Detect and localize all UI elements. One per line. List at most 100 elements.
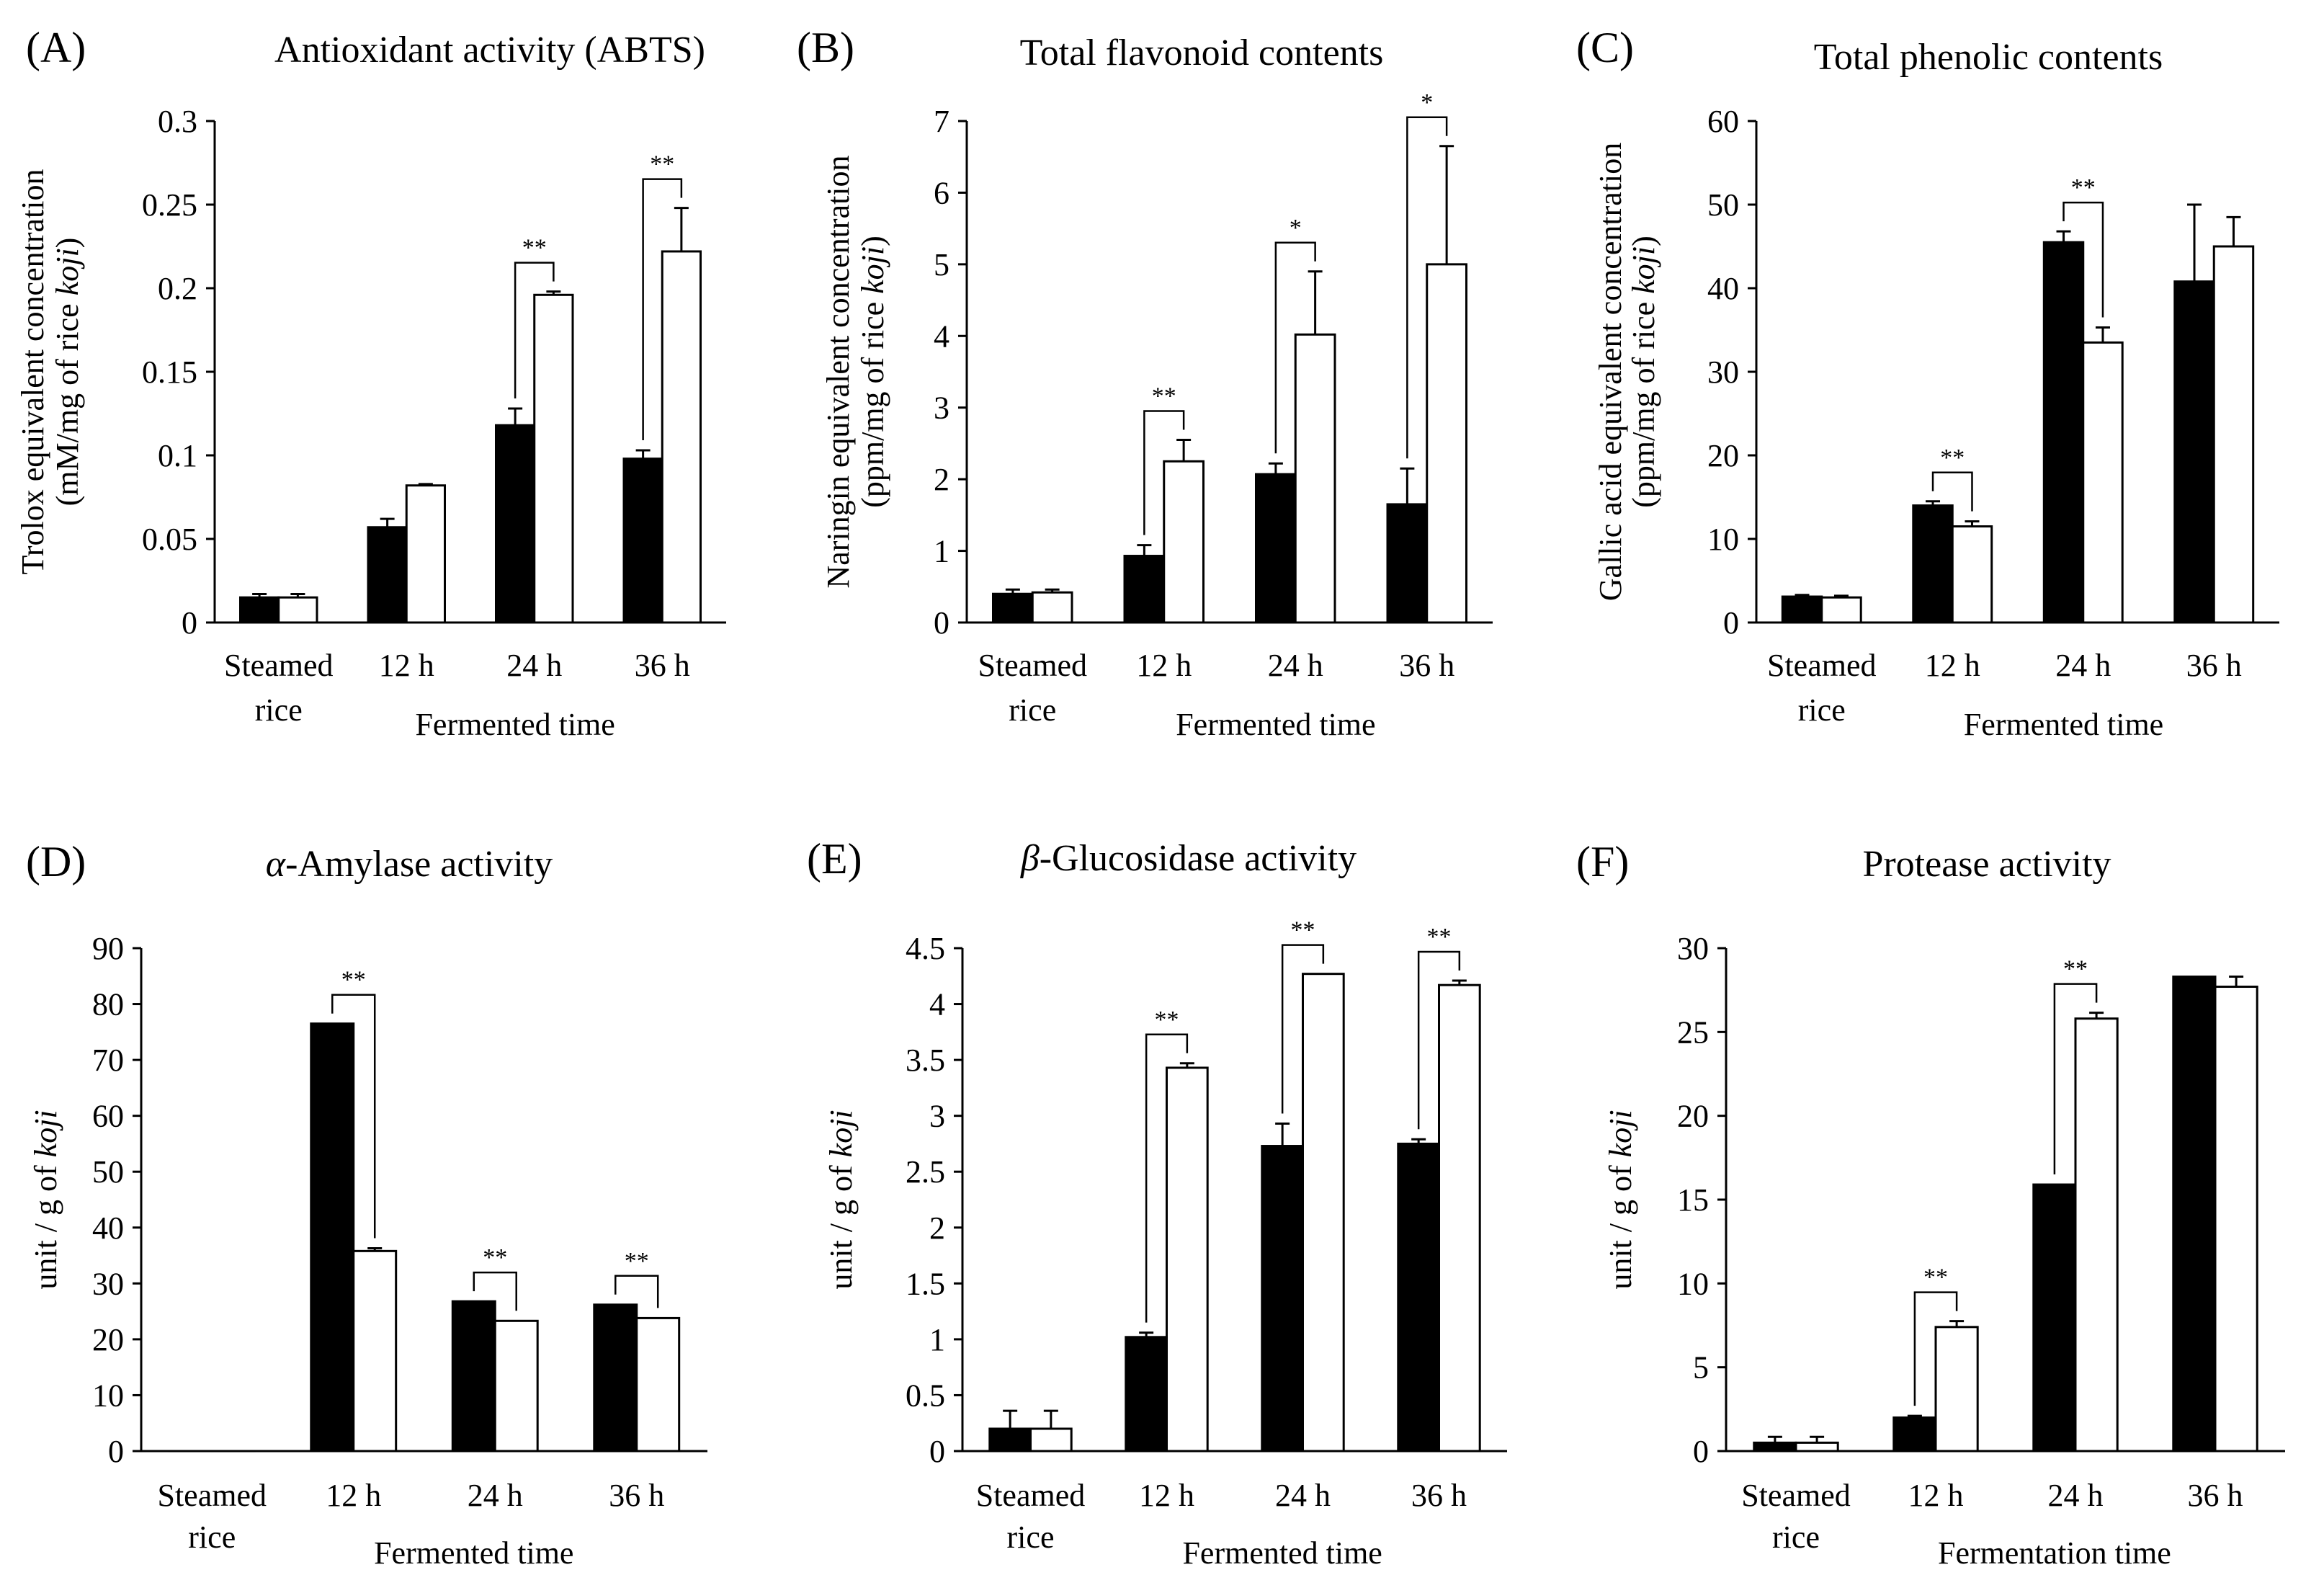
significance-label: ** [1152,383,1176,409]
panel-label: (B) [797,24,854,71]
bar-filled [1386,503,1429,624]
y-tick-label: 5 [1693,1350,1709,1386]
y-tick-label: 30 [1677,931,1709,966]
y-tick-label: 3 [934,391,949,426]
x-axis-label: Fermented time [1182,1535,1382,1571]
significance-bracket [473,1271,517,1311]
x-axis-label: Fermented time [374,1535,573,1571]
bar-open [2074,1017,2119,1453]
significance-label: ** [522,235,547,262]
x-tick-label: rice [1798,692,1846,728]
bar-open [1163,460,1205,624]
significance-bracket [1931,471,1973,512]
x-tick-label: 12 h [1925,648,1980,683]
significance-label: ** [1427,924,1452,950]
panel-c: (C) Total phenolic contents 0 10 20 30 40 50 60 G… [1576,24,2279,742]
y-tick-label: 40 [1707,271,1739,306]
bar-open [1031,591,1073,624]
significance-label: ** [2071,174,2096,201]
bar-filled [1753,1441,1797,1453]
y-tick-label: 2.5 [906,1154,945,1190]
y-tick-label: 10 [92,1378,124,1413]
x-tick-label: rice [188,1520,236,1555]
x-axis-label: Fermented time [1176,707,1375,742]
y-tick-label: 70 [92,1043,124,1078]
y-tick-label: 0.25 [142,187,197,223]
bar-filled [1125,1336,1168,1453]
x-tick-label: 24 h [506,648,562,683]
chart-title: β-Glucosidase activity [1020,838,1357,879]
bar-filled [593,1303,638,1453]
bar-open [352,1249,398,1453]
panel-label: (A) [26,24,86,71]
bar-open [277,596,318,624]
y-tick-label: 10 [1707,522,1739,557]
y-tick-label: 4 [929,987,945,1022]
x-tick-label: rice [1772,1520,1820,1555]
significance-label: ** [1155,1007,1179,1033]
bar-filled [992,592,1034,624]
x-tick-label: 12 h [1908,1478,1964,1513]
y-axis-label-line1: Trolox equivalent concentration [15,169,50,575]
y-tick-label: 0 [108,1434,124,1469]
panel-e: (E) β-Glucosidase activity 0 0.5 1 1.5 2 2.5 3 3.… [807,835,1507,1571]
bar-open [493,1319,539,1453]
y-tick-label: 2 [929,1210,945,1246]
x-tick-label: 36 h [2188,1478,2243,1513]
bar-filled [2042,241,2085,624]
panel-b: (B) Total flavonoid contents 0 1 2 3 4 5 6 7 Narin… [797,24,1493,742]
x-axis-label: Fermented time [415,707,614,742]
y-tick-label: 5 [934,247,949,282]
y-tick-label: 0.5 [906,1378,945,1413]
bar-open [1426,263,1467,624]
x-tick-label: 12 h [326,1478,381,1513]
x-tick-label: 36 h [1399,648,1454,683]
x-tick-label: Steamed [1767,648,1877,683]
x-tick-label: 36 h [2186,648,2242,683]
x-tick-label: 24 h [1275,1478,1331,1513]
significance-bracket [1274,241,1316,454]
significance-bracket [1913,1291,1958,1406]
x-tick-label: 24 h [468,1478,523,1513]
x-tick-label: 24 h [2055,648,2111,683]
x-tick-label: 12 h [379,648,434,683]
significance-bracket [1281,944,1325,1114]
bar-open [405,484,446,624]
y-tick-label: 0.1 [158,438,197,473]
x-tick-label: 24 h [1268,648,1323,683]
chart-title: Total flavonoid contents [1020,32,1384,73]
significance-bracket [1417,950,1461,1130]
y-tick-label: 30 [92,1266,124,1301]
x-axis-label: Fermented time [1964,707,2163,742]
y-tick-label: 40 [92,1210,124,1246]
bar-filled [1912,504,1954,624]
y-axis-label-line2: unit / g of koji [28,1110,63,1289]
bar-open [1951,525,1993,624]
bar-filled [1892,1416,1937,1453]
significance-bracket [642,178,683,441]
bar-open [1029,1427,1073,1453]
x-tick-label: Steamed [976,1478,1086,1513]
chart-title: Protease activity [1862,844,2111,885]
y-tick-label: 6 [934,175,949,210]
bar-open [1166,1066,1209,1453]
y-axis-label-line2: (ppm/mg of rice koji) [855,236,890,508]
y-tick-label: 1 [929,1322,945,1357]
y-tick-label: 4 [934,318,949,354]
y-tick-label: 10 [1677,1266,1709,1301]
bar-filled [1261,1145,1305,1453]
chart-title: Antioxidant activity (ABTS) [274,30,705,71]
y-tick-label: 0 [929,1434,945,1469]
significance-label: ** [1940,445,1965,471]
significance-bracket [514,262,555,399]
panel-f: (F) Protease activity 0 5 10 15 20 25 30 unit / g… [1576,838,2285,1571]
y-tick-label: 0.05 [142,522,197,557]
bar-filled [1781,595,1823,624]
significance-label: ** [1291,917,1315,944]
significance-label: ** [341,967,366,994]
significance-label: * [1421,89,1433,116]
bar-open [635,1316,681,1453]
bar-open [1302,973,1345,1453]
bar-filled [1123,555,1166,624]
y-tick-label: 2 [934,462,949,497]
